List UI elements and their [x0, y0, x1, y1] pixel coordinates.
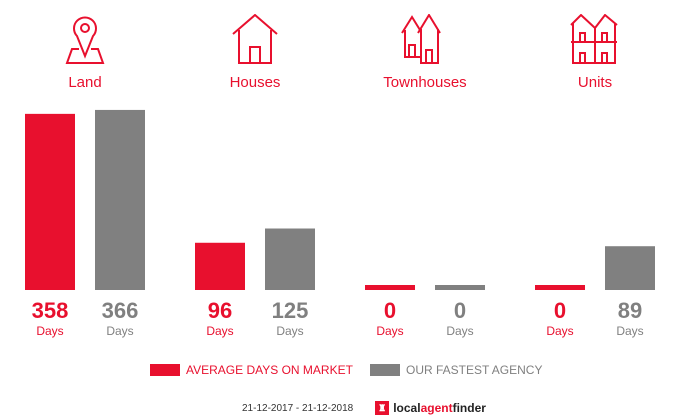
townhouse-icon [401, 14, 441, 64]
bar-land-average [25, 113, 75, 290]
legend-swatch [150, 364, 180, 376]
unit-label: Days [546, 324, 574, 338]
legend-label: OUR FASTEST AGENCY [406, 363, 543, 377]
data-label: 366 [101, 298, 139, 323]
bar-houses-average [195, 242, 245, 290]
unit-label: Days [106, 324, 134, 338]
bar-units-fastest [605, 246, 655, 290]
bar-chart [25, 109, 655, 290]
bar-houses-fastest [265, 228, 315, 290]
unit-label: Days [376, 324, 404, 338]
bar-units-average [535, 285, 585, 290]
category-label: Units [577, 74, 613, 91]
unit-label: Days [276, 324, 304, 338]
category-label: Houses [229, 74, 281, 91]
category-label: Land [68, 74, 102, 91]
bar-land-fastest [95, 109, 145, 290]
data-label: 89 [617, 298, 643, 323]
category-label: Townhouses [383, 74, 467, 91]
legend-swatch [370, 364, 400, 376]
data-label: 358 [31, 298, 69, 323]
footer: 21-12-2017 - 21-12-2018 ♜ local agent find… [242, 401, 486, 415]
logo-text: finder [452, 401, 486, 415]
logo-text: agent [420, 401, 453, 415]
units-icon [570, 14, 618, 64]
localagentfinder-logo[interactable]: ♜ local agent finder [375, 401, 486, 415]
category-houses: Houses [170, 14, 340, 91]
category-units: Units [510, 14, 680, 91]
house-icon [232, 14, 278, 64]
unit-label: Days [616, 324, 644, 338]
logo-icon: ♜ [375, 401, 390, 415]
unit-label: Days [206, 324, 234, 338]
bar-townhouses-average [365, 285, 415, 290]
category-land: Land [0, 14, 170, 91]
logo-text: local [393, 401, 421, 415]
category-townhouses: Townhouses [340, 14, 510, 91]
unit-label: Days [36, 324, 64, 338]
map-pin-icon [65, 16, 105, 64]
data-label: 125 [271, 298, 309, 323]
data-label: 0 [553, 298, 567, 323]
unit-label: Days [446, 324, 474, 338]
data-label: 0 [453, 298, 467, 323]
legend-label: AVERAGE DAYS ON MARKET [186, 363, 353, 377]
legend-average: AVERAGE DAYS ON MARKET [150, 363, 353, 377]
data-label: 0 [383, 298, 397, 323]
date-range: 21-12-2017 - 21-12-2018 [242, 402, 354, 414]
legend-fastest: OUR FASTEST AGENCY [370, 363, 542, 377]
data-label: 96 [207, 298, 233, 323]
bar-townhouses-fastest [435, 285, 485, 290]
